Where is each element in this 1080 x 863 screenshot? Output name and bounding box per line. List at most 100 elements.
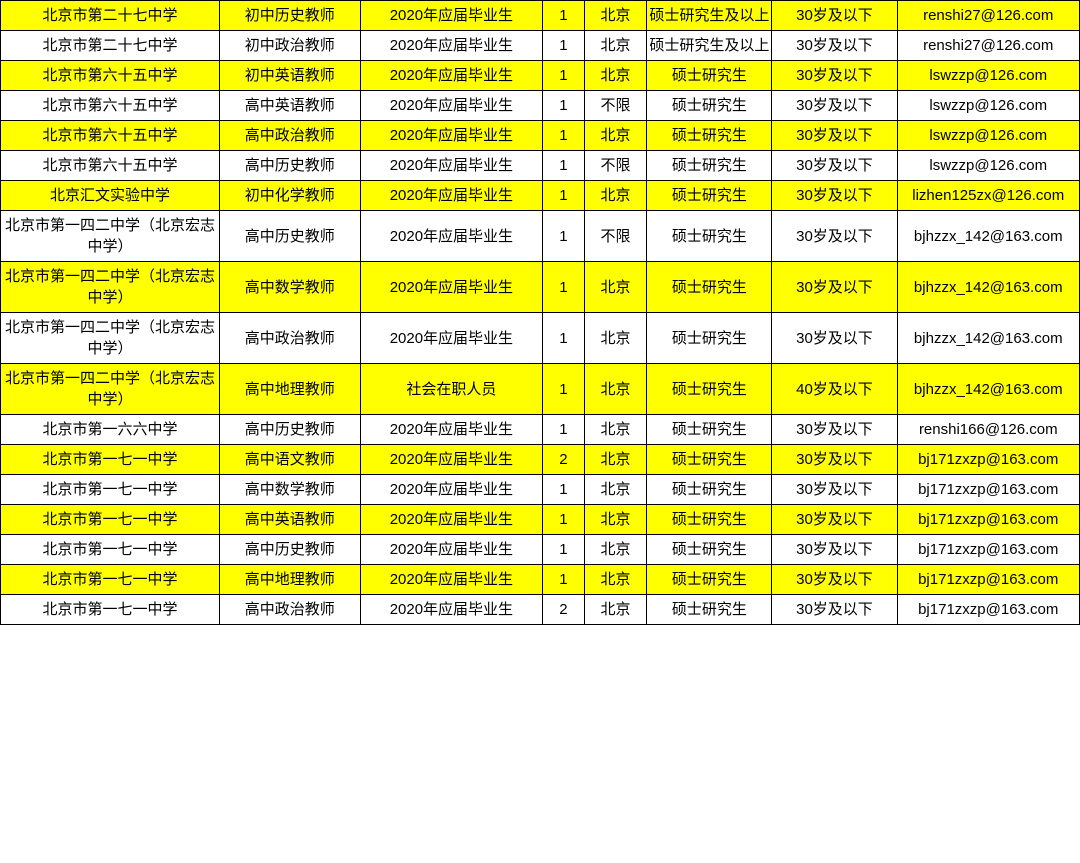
table-cell: renshi166@126.com — [897, 415, 1079, 445]
table-cell: 2 — [543, 445, 585, 475]
table-cell: 初中英语教师 — [219, 61, 360, 91]
table-cell: 2020年应届毕业生 — [360, 61, 542, 91]
table-cell: 硕士研究生 — [647, 565, 772, 595]
table-cell: 2020年应届毕业生 — [360, 475, 542, 505]
table-row: 北京市第一四二中学（北京宏志中学）高中数学教师2020年应届毕业生1北京硕士研究… — [1, 262, 1080, 313]
table-cell: 初中历史教师 — [219, 1, 360, 31]
table-cell: 2020年应届毕业生 — [360, 565, 542, 595]
table-cell: 30岁及以下 — [772, 61, 897, 91]
table-cell: 30岁及以下 — [772, 181, 897, 211]
table-cell: 北京 — [584, 1, 647, 31]
table-cell: 北京市第六十五中学 — [1, 121, 220, 151]
table-cell: 北京 — [584, 121, 647, 151]
table-cell: bj171zxzp@163.com — [897, 475, 1079, 505]
table-cell: 北京市第二十七中学 — [1, 1, 220, 31]
table-cell: 北京 — [584, 61, 647, 91]
table-cell: bj171zxzp@163.com — [897, 535, 1079, 565]
table-cell: 北京 — [584, 31, 647, 61]
table-cell: 1 — [543, 475, 585, 505]
table-cell: 30岁及以下 — [772, 535, 897, 565]
table-cell: 硕士研究生 — [647, 535, 772, 565]
table-cell: 硕士研究生 — [647, 475, 772, 505]
table-cell: 2 — [543, 595, 585, 625]
table-cell: 2020年应届毕业生 — [360, 415, 542, 445]
recruitment-table: 北京市第二十七中学初中历史教师2020年应届毕业生1北京硕士研究生及以上30岁及… — [0, 0, 1080, 625]
table-cell: 不限 — [584, 91, 647, 121]
table-cell: 30岁及以下 — [772, 262, 897, 313]
table-cell: 30岁及以下 — [772, 445, 897, 475]
table-cell: 北京 — [584, 313, 647, 364]
table-cell: 高中地理教师 — [219, 565, 360, 595]
table-cell: 30岁及以下 — [772, 91, 897, 121]
table-row: 北京市第一七一中学高中历史教师2020年应届毕业生1北京硕士研究生30岁及以下b… — [1, 535, 1080, 565]
table-cell: 初中政治教师 — [219, 31, 360, 61]
table-cell: 2020年应届毕业生 — [360, 121, 542, 151]
table-cell: 1 — [543, 121, 585, 151]
table-cell: 硕士研究生 — [647, 595, 772, 625]
table-cell: lswzzp@126.com — [897, 61, 1079, 91]
table-cell: 2020年应届毕业生 — [360, 313, 542, 364]
table-row: 北京市第六十五中学高中历史教师2020年应届毕业生1不限硕士研究生30岁及以下l… — [1, 151, 1080, 181]
table-cell: 1 — [543, 31, 585, 61]
table-cell: 高中英语教师 — [219, 505, 360, 535]
table-cell: 硕士研究生 — [647, 61, 772, 91]
table-cell: 北京市第一四二中学（北京宏志中学） — [1, 211, 220, 262]
table-cell: 30岁及以下 — [772, 595, 897, 625]
table-cell: bjhzzx_142@163.com — [897, 313, 1079, 364]
table-cell: 2020年应届毕业生 — [360, 211, 542, 262]
table-cell: 30岁及以下 — [772, 1, 897, 31]
table-cell: 硕士研究生 — [647, 211, 772, 262]
table-cell: 硕士研究生 — [647, 445, 772, 475]
table-cell: 高中历史教师 — [219, 151, 360, 181]
table-cell: 北京 — [584, 181, 647, 211]
table-cell: 高中政治教师 — [219, 313, 360, 364]
table-cell: 2020年应届毕业生 — [360, 181, 542, 211]
table-cell: 高中数学教师 — [219, 475, 360, 505]
table-cell: 北京市第六十五中学 — [1, 61, 220, 91]
table-cell: 1 — [543, 262, 585, 313]
table-cell: 2020年应届毕业生 — [360, 445, 542, 475]
table-row: 北京市第一四二中学（北京宏志中学）高中历史教师2020年应届毕业生1不限硕士研究… — [1, 211, 1080, 262]
table-cell: 北京 — [584, 445, 647, 475]
table-cell: renshi27@126.com — [897, 1, 1079, 31]
table-row: 北京市第一四二中学（北京宏志中学）高中政治教师2020年应届毕业生1北京硕士研究… — [1, 313, 1080, 364]
table-cell: 北京市第一四二中学（北京宏志中学） — [1, 262, 220, 313]
table-cell: 北京 — [584, 364, 647, 415]
table-row: 北京市第六十五中学初中英语教师2020年应届毕业生1北京硕士研究生30岁及以下l… — [1, 61, 1080, 91]
table-cell: 北京 — [584, 565, 647, 595]
table-cell: bj171zxzp@163.com — [897, 565, 1079, 595]
table-cell: 2020年应届毕业生 — [360, 595, 542, 625]
table-cell: lswzzp@126.com — [897, 121, 1079, 151]
table-cell: 北京 — [584, 535, 647, 565]
table-cell: 1 — [543, 61, 585, 91]
table-cell: 1 — [543, 565, 585, 595]
table-cell: 硕士研究生 — [647, 91, 772, 121]
table-cell: 北京市第一四二中学（北京宏志中学） — [1, 313, 220, 364]
table-cell: 硕士研究生 — [647, 121, 772, 151]
table-cell: bjhzzx_142@163.com — [897, 211, 1079, 262]
table-cell: 北京市第六十五中学 — [1, 151, 220, 181]
table-cell: 北京汇文实验中学 — [1, 181, 220, 211]
table-cell: 1 — [543, 505, 585, 535]
table-cell: 高中语文教师 — [219, 445, 360, 475]
table-cell: 30岁及以下 — [772, 211, 897, 262]
table-cell: 2020年应届毕业生 — [360, 31, 542, 61]
table-cell: 不限 — [584, 151, 647, 181]
table-cell: 北京市第一七一中学 — [1, 565, 220, 595]
table-cell: 30岁及以下 — [772, 31, 897, 61]
table-row: 北京市第一四二中学（北京宏志中学）高中地理教师社会在职人员1北京硕士研究生40岁… — [1, 364, 1080, 415]
table-cell: 不限 — [584, 211, 647, 262]
table-cell: bjhzzx_142@163.com — [897, 262, 1079, 313]
table-row: 北京汇文实验中学初中化学教师2020年应届毕业生1北京硕士研究生30岁及以下li… — [1, 181, 1080, 211]
table-cell: lizhen125zx@126.com — [897, 181, 1079, 211]
table-row: 北京市第一七一中学高中数学教师2020年应届毕业生1北京硕士研究生30岁及以下b… — [1, 475, 1080, 505]
table-cell: 1 — [543, 535, 585, 565]
table-cell: bjhzzx_142@163.com — [897, 364, 1079, 415]
table-cell: 北京市第一七一中学 — [1, 445, 220, 475]
table-cell: 40岁及以下 — [772, 364, 897, 415]
table-cell: lswzzp@126.com — [897, 151, 1079, 181]
table-cell: 2020年应届毕业生 — [360, 505, 542, 535]
table-cell: 北京市第一四二中学（北京宏志中学） — [1, 364, 220, 415]
table-cell: 30岁及以下 — [772, 475, 897, 505]
table-cell: 硕士研究生 — [647, 415, 772, 445]
